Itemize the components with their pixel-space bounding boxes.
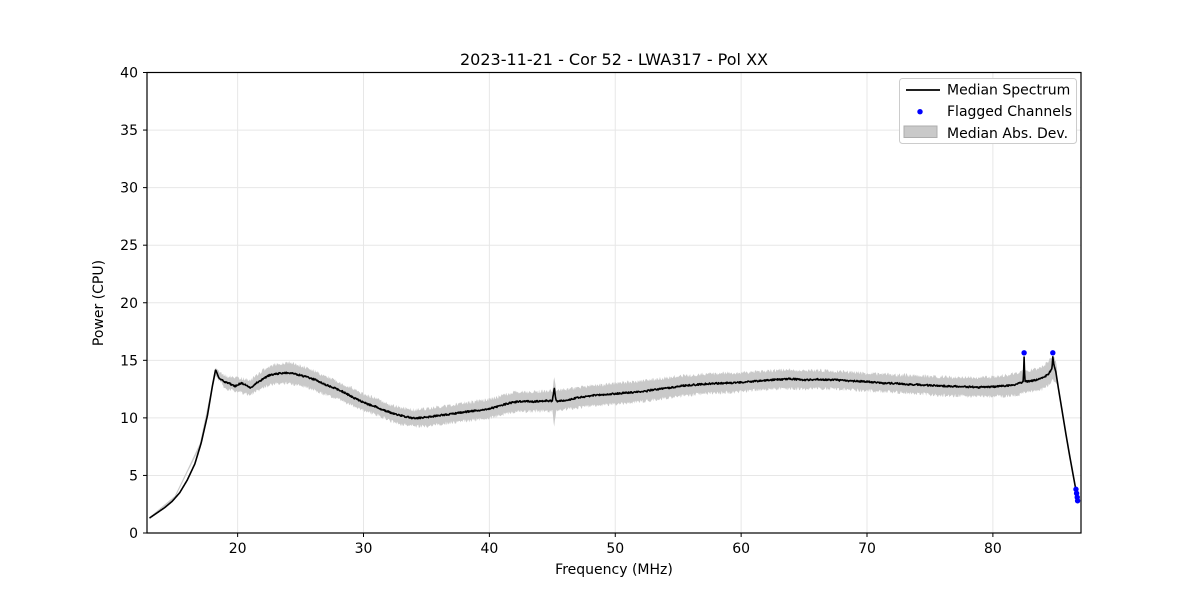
y-tick-label: 25: [120, 238, 138, 254]
flagged-channel-dot: [1021, 350, 1027, 356]
y-tick-label: 35: [120, 123, 138, 139]
gridlines: [147, 72, 1081, 534]
flagged-channel-dot: [1050, 350, 1056, 356]
legend-label-flagged-channels: Flagged Channels: [947, 104, 1072, 120]
x-tick-label: 70: [858, 541, 876, 557]
x-tick-label: 80: [984, 541, 1002, 557]
flagged-channel-dot: [1074, 498, 1081, 504]
legend-label-median-spectrum: Median Spectrum: [947, 83, 1070, 99]
y-tick-label: 40: [120, 66, 138, 82]
y-tick-label: 15: [120, 353, 138, 369]
y-tick-label: 30: [120, 181, 138, 197]
chart-title: 2023-11-21 - Cor 52 - LWA317 - Pol XX: [460, 50, 768, 69]
legend-dot-sample-icon: [917, 109, 923, 115]
y-tick-label: 0: [129, 526, 138, 542]
x-tick-label: 40: [480, 541, 498, 557]
x-tick-label: 20: [229, 541, 247, 557]
y-tick-label: 5: [129, 468, 138, 484]
flagged-channel-dot: [1073, 486, 1079, 492]
legend-box: [899, 78, 1077, 144]
flagged-channels-group: [1021, 350, 1081, 504]
x-tick-label: 30: [355, 541, 373, 557]
flagged-channel-dot: [1073, 490, 1080, 496]
y-axis-label: Power (CPU): [91, 260, 107, 346]
x-tick-label: 50: [606, 541, 624, 557]
mad-band-area: [149, 356, 1058, 519]
axis-tick-labels: 20 30 40 50 60 70 80 0 5 10 15 20 25 30 35 40: [120, 66, 1002, 558]
legend-label-median-abs-dev: Median Abs. Dev.: [947, 126, 1068, 142]
axis-ticks: [143, 72, 994, 537]
y-tick-label: 20: [120, 296, 138, 312]
y-tick-label: 10: [120, 411, 138, 427]
legend: Median Spectrum Flagged Channels Median …: [899, 78, 1077, 144]
median-spectrum-line: [149, 356, 1079, 519]
legend-patch-sample-icon: [903, 125, 938, 138]
x-tick-label: 60: [732, 541, 750, 557]
x-axis-label: Frequency (MHz): [555, 562, 673, 578]
